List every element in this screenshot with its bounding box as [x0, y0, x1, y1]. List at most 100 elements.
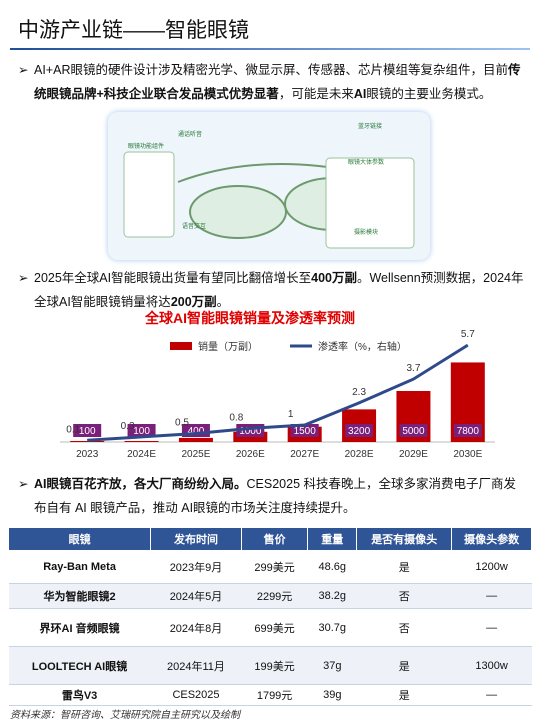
x-tick-label: 2028E — [345, 449, 374, 460]
table-cell: 699美元 — [241, 608, 308, 647]
x-tick-label: 2030E — [453, 449, 482, 460]
spec-table: 眼镜 发布时间 售价 重量 是否有摄像头 摄像头参数 Ray-Ban Meta 2023年9月… — [7, 527, 532, 706]
table-row: 雷鸟V3 CES2025 1799元 39g 是 — — [8, 684, 532, 706]
data-label: 5000 — [402, 426, 425, 437]
figure-art: 通话听音 蓝牙链接 眼镜功能组件 眼镜大体参数 语音交互 摄影模块 — [123, 122, 415, 249]
bullet: AI+AR眼镜的硬件设计涉及精密光学、微显示屏、传感器、芯片模组等复杂组件，目前… — [18, 58, 524, 106]
data-label: 0.8 — [229, 412, 243, 423]
data-label-box — [399, 424, 428, 437]
data-label: 2.3 — [352, 387, 366, 398]
data-label: 3200 — [348, 426, 371, 437]
data-label: 1000 — [239, 426, 262, 437]
x-tick-label: 2023 — [76, 449, 99, 460]
bullet-text: 。 — [216, 295, 230, 309]
bar — [124, 440, 159, 442]
table-cell: — — [451, 608, 532, 647]
bullet-text: AI眼镜百花齐放，各大厂商纷纷入局。 — [34, 477, 247, 491]
table-cell: 界环AI 音频眼镜 — [8, 608, 151, 647]
bar — [70, 440, 105, 442]
table-cell: 是 — [356, 550, 452, 584]
table-cell: 1799元 — [241, 684, 308, 706]
bullet-text: 眼镜的主要业务模式。 — [366, 87, 492, 101]
x-tick-label: 2029E — [399, 449, 428, 460]
bullet-text: 传统眼镜品牌+科技企业联合发品模式优势显著 — [34, 63, 521, 101]
bullet-text: 2025年全球AI智能眼镜出货量有望同比翻倍增长至 — [34, 271, 312, 285]
table-header: 是否有摄像头 — [356, 527, 453, 551]
figure-label: 摄影模块 — [354, 228, 378, 236]
data-label-box — [453, 424, 482, 437]
chart-title: 全球AI智能眼镜销量及渗透率预测 — [144, 310, 355, 326]
data-label-box — [127, 424, 156, 437]
bar — [178, 437, 213, 442]
table-cell: 30.7g — [307, 608, 357, 647]
table-cell: 199美元 — [241, 646, 308, 685]
data-label: 0.3 — [121, 421, 135, 432]
bullet-text: 400万副 — [311, 271, 357, 285]
data-label: 400 — [188, 426, 205, 437]
figure-label: 通话听音 — [178, 130, 202, 138]
table-cell: Ray-Ban Meta — [8, 550, 151, 584]
table-cell: 否 — [356, 608, 452, 647]
legend-label: 渗透率（%，右轴） — [318, 340, 407, 353]
table-cell: 299美元 — [241, 550, 308, 584]
figure-label: 蓝牙链接 — [358, 122, 382, 130]
x-tick-label: 2026E — [236, 449, 265, 460]
table-cell: 2299元 — [241, 583, 308, 609]
table-cell: 2023年9月 — [150, 550, 242, 584]
data-label: 100 — [133, 426, 150, 437]
table-cell: 39g — [307, 684, 357, 706]
table-cell: 1300w — [451, 646, 532, 685]
table-cell: 48.6g — [307, 550, 357, 584]
source-note: 资料来源：智研咨询、艾瑞研究院自主研究以及绘制 — [10, 710, 240, 721]
bullet-text: CES2025 科技春晚上，全球多家消费电子厂商发布自有 AI 眼镜产品，推动 … — [34, 477, 516, 515]
data-label-box — [73, 424, 102, 437]
table-cell: 是 — [356, 646, 452, 685]
data-label-box — [290, 424, 319, 437]
table-row: Ray-Ban Meta 2023年9月 299美元 48.6g 是 1200w — [8, 550, 532, 584]
table-cell: 37g — [307, 646, 357, 685]
legend-swatch — [170, 342, 192, 350]
title-rule — [10, 48, 530, 50]
data-label: 7800 — [457, 426, 480, 437]
table-row: 界环AI 音频眼镜 2024年8月 699美元 30.7g 否 — — [8, 608, 532, 647]
bullet-text: 。Wellsenn预测数据，2024年全球AI智能眼镜销量将达 — [34, 271, 524, 309]
figure-label: 语音交互 — [182, 222, 206, 230]
x-tick-label: 2025E — [181, 449, 210, 460]
table-cell: 1200w — [451, 550, 532, 584]
data-label: 0.5 — [175, 418, 189, 429]
table-cell: 否 — [356, 583, 452, 609]
bullet-text: 200万副 — [170, 295, 217, 309]
data-label: 1500 — [294, 426, 317, 437]
data-label-box — [345, 424, 374, 437]
legend-label: 销量（万副） — [198, 340, 258, 353]
table-header: 摄像头参数 — [451, 527, 532, 551]
data-label: 1 — [288, 409, 294, 420]
table-cell: — — [451, 684, 532, 706]
table-cell: 2024年11月 — [150, 646, 242, 685]
bullet: 2025年全球AI智能眼镜出货量有望同比翻倍增长至400万副。Wellsenn预… — [18, 266, 524, 314]
figure-label: 眼镜功能组件 — [128, 142, 164, 150]
bullet: AI眼镜百花齐放，各大厂商纷纷入局。CES2025 科技春晚上，全球多家消费电子… — [18, 472, 524, 520]
figure-label: 眼镜大体参数 — [348, 158, 384, 166]
bullet-text: AI+AR眼镜的硬件设计涉及精密光学、微显示屏、传感器、芯片模组等复杂组件，目前 — [34, 63, 508, 77]
table-cell: 38.2g — [307, 583, 357, 609]
data-label: 100 — [79, 426, 96, 437]
glasses-figure: 通话听音 蓝牙链接 眼镜功能组件 眼镜大体参数 语音交互 摄影模块 — [108, 112, 430, 260]
table-cell: 2024年8月 — [150, 608, 242, 647]
table-cell: 2024年5月 — [150, 583, 242, 609]
table-header: 眼镜 — [7, 527, 152, 551]
table-cell: CES2025 — [150, 684, 242, 706]
table-cell: LOOLTECH AI眼镜 — [8, 646, 151, 685]
table-header: 重量 — [307, 527, 358, 551]
bullet-text: ，可能是未来 — [278, 87, 354, 101]
bullet-text: AI — [353, 87, 367, 101]
data-label: 0.1 — [66, 424, 80, 435]
table-row: LOOLTECH AI眼镜 2024年11月 199美元 37g 是 1300w — [8, 646, 532, 685]
line — [87, 343, 469, 442]
x-tick-label: 2024E — [127, 449, 156, 460]
table-row: 华为智能眼镜2 2024年5月 2299元 38.2g 否 — — [8, 583, 532, 609]
table-cell: 华为智能眼镜2 — [8, 583, 151, 609]
table-header: 发布时间 — [150, 527, 242, 551]
table-cell: 雷鸟V3 — [8, 684, 151, 706]
